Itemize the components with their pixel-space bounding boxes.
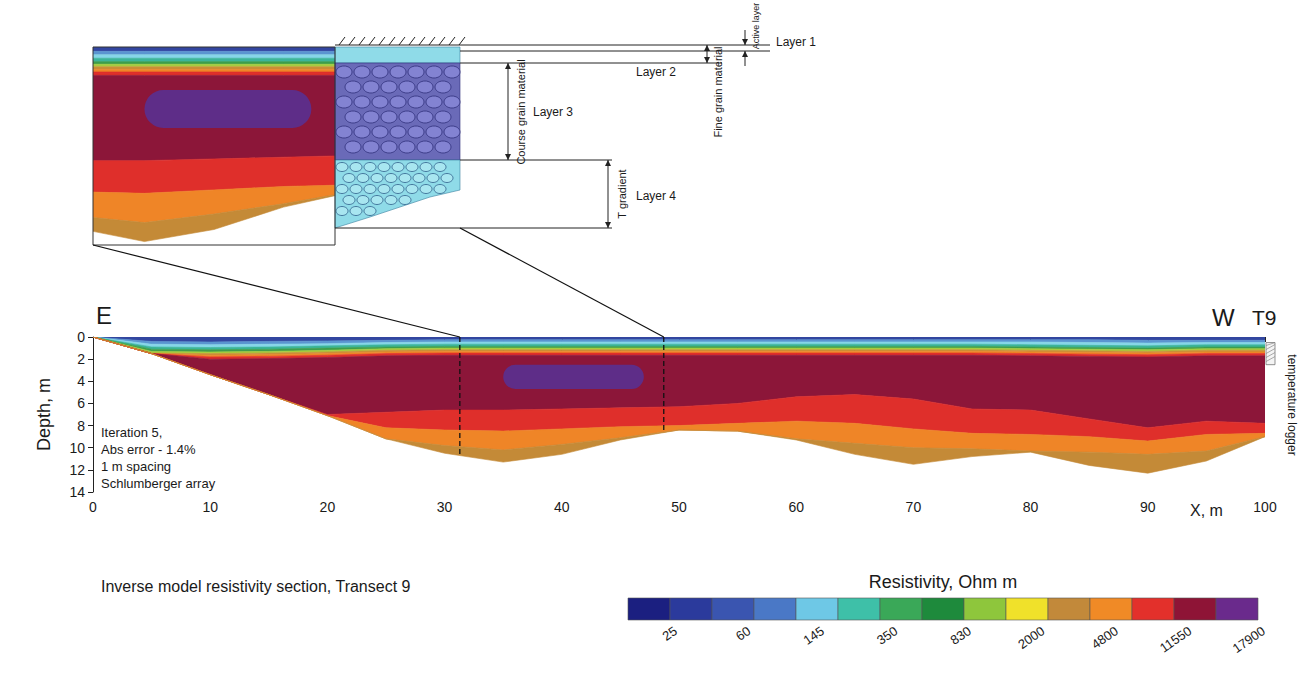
svg-text:Schlumberger array: Schlumberger array [101,476,216,491]
svg-text:90: 90 [1140,499,1156,515]
svg-text:50: 50 [671,499,687,515]
svg-text:40: 40 [554,499,570,515]
svg-text:W: W [1212,304,1235,331]
svg-text:Active layer: Active layer [751,3,761,50]
svg-text:X, m: X, m [1190,502,1223,519]
svg-text:14: 14 [69,484,85,500]
svg-text:20: 20 [320,499,336,515]
svg-text:Abs error - 1.4%: Abs error - 1.4% [101,442,196,457]
svg-text:Inverse model resistivity sect: Inverse model resistivity section, Trans… [101,578,411,595]
svg-text:1 m spacing: 1 m spacing [101,459,171,474]
svg-text:8: 8 [77,418,85,434]
svg-text:temperature logger: temperature logger [1285,354,1299,455]
svg-text:6: 6 [77,395,85,411]
svg-text:4800: 4800 [1089,623,1121,652]
svg-text:Layer 2: Layer 2 [636,65,676,79]
svg-text:70: 70 [906,499,922,515]
svg-text:2000: 2000 [1015,623,1047,652]
svg-text:60: 60 [733,623,753,644]
svg-text:2: 2 [77,351,85,367]
svg-text:E: E [96,302,112,329]
svg-text:Depth, m: Depth, m [34,378,54,451]
svg-text:Iteration 5,: Iteration 5, [101,425,162,440]
svg-text:Course grain material: Course grain material [515,59,527,164]
svg-text:T gradient: T gradient [616,169,628,218]
svg-text:25: 25 [660,623,680,644]
svg-text:11550: 11550 [1157,623,1194,655]
svg-text:145: 145 [801,623,827,648]
svg-text:T9: T9 [1252,306,1277,329]
svg-text:0: 0 [77,329,85,345]
svg-text:30: 30 [437,499,453,515]
svg-text:60: 60 [788,499,804,515]
svg-text:350: 350 [874,623,900,648]
svg-text:10: 10 [69,440,85,456]
svg-text:Resistivity, Ohm m: Resistivity, Ohm m [869,572,1018,592]
svg-text:100: 100 [1253,499,1277,515]
svg-text:4: 4 [77,373,85,389]
svg-text:10: 10 [202,499,218,515]
svg-text:Layer 4: Layer 4 [636,189,676,203]
svg-text:12: 12 [69,462,85,478]
svg-text:Fine grain material: Fine grain material [712,46,724,137]
svg-text:Layer 3: Layer 3 [533,105,573,119]
svg-text:17900: 17900 [1230,623,1268,656]
svg-text:80: 80 [1023,499,1039,515]
svg-text:830: 830 [948,623,974,648]
svg-text:0: 0 [89,499,97,515]
svg-text:Layer 1: Layer 1 [776,35,816,49]
